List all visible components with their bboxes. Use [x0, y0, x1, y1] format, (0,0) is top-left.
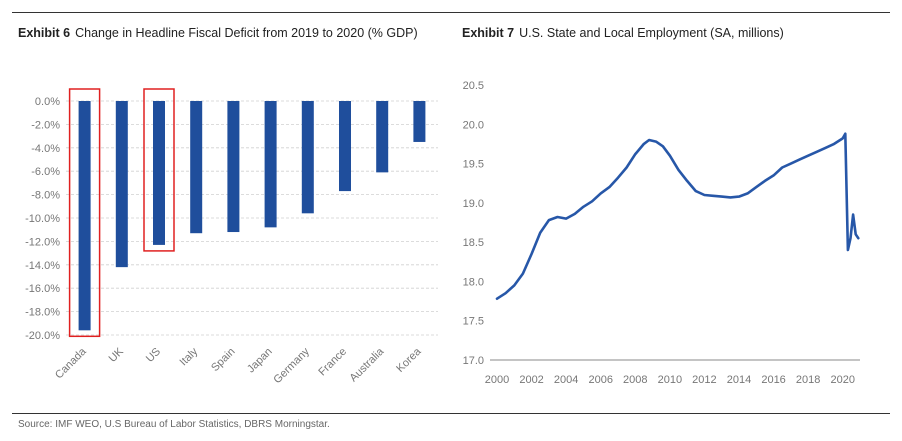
x-tick-label: 2016 — [761, 374, 785, 386]
employment-line — [495, 132, 860, 301]
y-tick-label: 19.5 — [463, 159, 484, 171]
x-tick-label: 2006 — [588, 374, 612, 386]
y-tick-label: 20.0 — [463, 119, 484, 131]
x-tick-label: 2008 — [623, 374, 647, 386]
x-tick-label: 2018 — [796, 374, 820, 386]
y-tick-label: -18.0% — [25, 307, 60, 319]
y-tick-label: 18.0 — [463, 276, 484, 288]
y-tick-label: -2.0% — [31, 119, 60, 131]
x-tick-label: 2010 — [658, 374, 682, 386]
source-note: Source: IMF WEO, U.S Bureau of Labor Sta… — [18, 419, 330, 430]
y-tick-label: 17.5 — [463, 316, 484, 328]
x-tick-label: 2012 — [692, 374, 716, 386]
y-tick-label: -4.0% — [31, 143, 60, 155]
bar — [153, 101, 165, 245]
bar — [413, 101, 426, 142]
exhibit-7-title: Exhibit 7 U.S. State and Local Employment… — [462, 26, 784, 40]
highlight-box — [68, 88, 101, 338]
y-tick-label: -14.0% — [25, 260, 60, 272]
exhibit-6-title: Exhibit 6 Change in Headline Fiscal Defic… — [18, 26, 418, 40]
y-tick-label: -8.0% — [31, 190, 60, 202]
exhibit-6-title-text: Change in Headline Fiscal Deficit from 2… — [75, 26, 418, 40]
bar — [376, 101, 389, 173]
bar — [227, 101, 240, 233]
bar — [78, 101, 91, 331]
x-tick-label: 2004 — [554, 374, 578, 386]
y-tick-label: 20.5 — [463, 80, 484, 92]
y-tick-label: -20.0% — [25, 330, 60, 342]
bar — [190, 101, 203, 234]
x-tick-label: 2000 — [485, 374, 509, 386]
y-tick-label: 17.0 — [463, 355, 484, 367]
y-tick-label: 18.5 — [463, 237, 484, 249]
exhibit-7-label: Exhibit 7 — [462, 26, 515, 40]
bottom-rule — [12, 413, 890, 414]
highlight-box — [143, 88, 175, 252]
bar — [264, 101, 277, 228]
x-tick-label: 2002 — [519, 374, 543, 386]
x-tick-label: 2014 — [727, 374, 751, 386]
x-tick-label: 2020 — [830, 374, 854, 386]
y-tick-label: -16.0% — [25, 283, 60, 295]
y-tick-label: -6.0% — [31, 166, 60, 178]
y-tick-label: -10.0% — [25, 213, 60, 225]
bar — [115, 101, 128, 268]
bar — [301, 101, 314, 214]
top-rule — [12, 12, 890, 13]
y-tick-label: -12.0% — [25, 236, 60, 248]
exhibit-7-title-text: U.S. State and Local Employment (SA, mil… — [519, 26, 784, 40]
bar — [339, 101, 351, 192]
y-tick-label: 19.0 — [463, 198, 484, 210]
y-tick-label: 0.0% — [35, 96, 60, 108]
exhibit-6-label: Exhibit 6 — [18, 26, 71, 40]
